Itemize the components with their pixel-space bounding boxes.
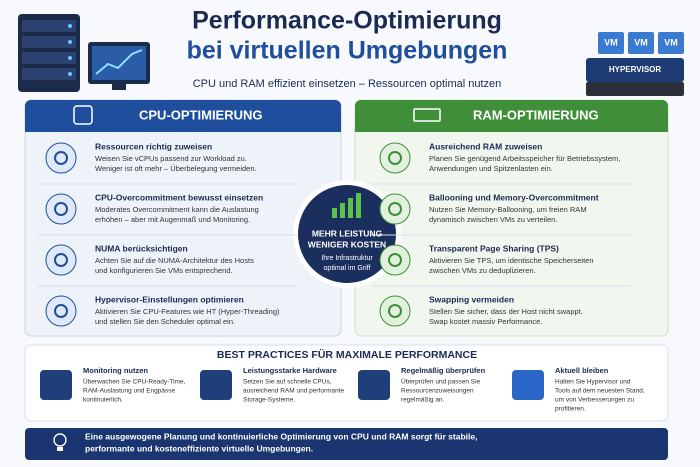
- practice-icon: [40, 370, 72, 400]
- center-text: Ihre Infrastruktur: [321, 255, 373, 262]
- item-icon-dot: [54, 202, 68, 216]
- practice-text: Überwachen Sie CPU-Ready-Time,: [83, 378, 186, 386]
- practice-title: Regelmäßig überprüfen: [401, 366, 486, 375]
- practice-title: Leistungsstarke Hardware: [243, 366, 337, 375]
- item-text: Weniger ist oft mehr – Überbelegung verm…: [95, 164, 257, 173]
- best-practices-panel: [24, 344, 669, 422]
- footer-bar: [25, 428, 668, 460]
- center-text: optimal im Griff: [324, 265, 371, 272]
- center-headline: WENIGER KOSTEN: [308, 239, 386, 249]
- item-text: zwischen VMs zu deduplizieren.: [429, 266, 536, 275]
- practice-text: Storage-Systeme.: [243, 397, 295, 404]
- hypervisor-label: HYPERVISOR: [609, 65, 662, 74]
- item-icon: [45, 142, 77, 174]
- footer-text: performante und kosteneffiziente virtuel…: [85, 443, 313, 453]
- practice-icon: [358, 370, 390, 400]
- item-text: und konfigurieren Sie VMs entsprechend.: [95, 266, 233, 275]
- item-text: Achten Sie auf die NUMA-Architektur des …: [95, 256, 254, 265]
- practice-title: Monitoring nutzen: [83, 366, 148, 375]
- practice-text: Setzen Sie auf schnelle CPUs,: [243, 379, 332, 386]
- practice-text: Ressourcenzuweisungen: [401, 388, 474, 395]
- item-text: Weisen Sie vCPUs passend zur Workload zu…: [95, 154, 247, 163]
- footer-text: Eine ausgewogene Planung und kontinuierl…: [85, 431, 477, 441]
- item-text: und stellen Sie den Scheduler optimal ei…: [95, 317, 235, 326]
- item-icon-dot: [388, 202, 402, 216]
- practice-icon: [200, 370, 232, 400]
- item-text: Moderates Overcommitment kann die Auslas…: [95, 205, 259, 214]
- ram-module-icon: [413, 108, 441, 122]
- hypervisor-illustration: [586, 58, 684, 96]
- vm-label: VM: [664, 37, 678, 47]
- practice-icon: [512, 370, 544, 400]
- item-icon: [45, 193, 77, 225]
- practice-text: ausreichend RAM und performante: [243, 388, 345, 395]
- item-icon-dot: [54, 304, 68, 318]
- item-icon-dot: [388, 151, 402, 165]
- vm-box: [658, 32, 684, 54]
- item-title: NUMA berücksichtigen: [95, 243, 188, 253]
- item-text: Stellen Sie sicher, dass der Host nicht …: [429, 307, 583, 316]
- practice-title: Aktuell bleiben: [555, 366, 609, 375]
- practice-text: kontinuierlich.: [83, 397, 123, 404]
- item-icon: [379, 295, 411, 327]
- item-title: CPU-Overcommitment bewusst einsetzen: [95, 192, 263, 202]
- item-icon: [379, 142, 411, 174]
- item-icon-dot: [388, 253, 402, 267]
- vm-label: VM: [634, 37, 648, 47]
- item-icon-dot: [388, 304, 402, 318]
- title: Performance-Optimierung: [192, 7, 502, 35]
- item-title: Ballooning und Memory-Overcommitment: [429, 192, 599, 202]
- practice-text: regelmäßig an.: [401, 397, 445, 404]
- vm-box: [628, 32, 654, 54]
- item-title: Transparent Page Sharing (TPS): [429, 243, 559, 253]
- item-icon-dot: [54, 151, 68, 165]
- item-title: Ausreichend RAM zuweisen: [429, 141, 542, 151]
- item-text: Planen Sie genügend Arbeitsspeicher für …: [429, 154, 620, 163]
- lightbulb-icon: [53, 433, 67, 451]
- item-text: Swap kostet massiv Performance.: [429, 317, 542, 326]
- subtitle: CPU und RAM effizient einsetzen – Ressou…: [193, 78, 502, 90]
- cpu-chip-icon: [73, 105, 93, 125]
- title: bei virtuellen Umgebungen: [187, 37, 508, 65]
- growth-icon: [332, 193, 361, 218]
- item-title: Ressourcen richtig zuweisen: [95, 141, 212, 151]
- item-text: Aktivieren Sie CPU-Features wie HT (Hype…: [95, 307, 280, 316]
- item-icon-dot: [54, 253, 68, 267]
- practice-text: profitieren.: [555, 406, 586, 413]
- item-text: dynamisch zwischen VMs zu verteilen.: [429, 215, 557, 224]
- item-icon: [45, 244, 77, 276]
- center-headline: MEHR LEISTUNG: [312, 228, 383, 238]
- server-illustration: [18, 14, 150, 92]
- item-icon: [45, 295, 77, 327]
- practice-text: Tools auf dem neuesten Stand,: [555, 388, 645, 395]
- vm-label: VM: [604, 37, 618, 47]
- item-text: Anwendungen und Spitzenlasten ein.: [429, 164, 553, 173]
- panel-title: CPU-OPTIMIERUNG: [139, 107, 263, 122]
- practice-text: um von Verbesserungen zu: [555, 397, 635, 404]
- vm-box: [598, 32, 624, 54]
- item-title: Swapping vermeiden: [429, 294, 514, 304]
- practice-text: Halten Sie Hypervisor und: [555, 379, 631, 386]
- item-text: erhöhen – aber mit Augenmaß und Monitori…: [95, 215, 250, 224]
- item-icon: [379, 193, 411, 225]
- best-practices-title: BEST PRACTICES FÜR MAXIMALE PERFORMANCE: [217, 348, 477, 361]
- cpu-header: [25, 100, 341, 132]
- item-text: Nutzen Sie Memory-Ballooning, um freien …: [429, 205, 587, 214]
- practice-text: Überprüfen und passen Sie: [401, 378, 481, 386]
- item-title: Hypervisor-Einstellungen optimieren: [95, 294, 244, 304]
- item-icon: [379, 244, 411, 276]
- practice-text: RAM-Auslastung und Engpässe: [83, 388, 176, 395]
- ram-header: [355, 100, 668, 132]
- center-circle: [298, 185, 396, 283]
- item-text: Aktivieren Sie TPS, um identische Speich…: [429, 256, 594, 265]
- panel-title: RAM-OPTIMIERUNG: [473, 107, 599, 122]
